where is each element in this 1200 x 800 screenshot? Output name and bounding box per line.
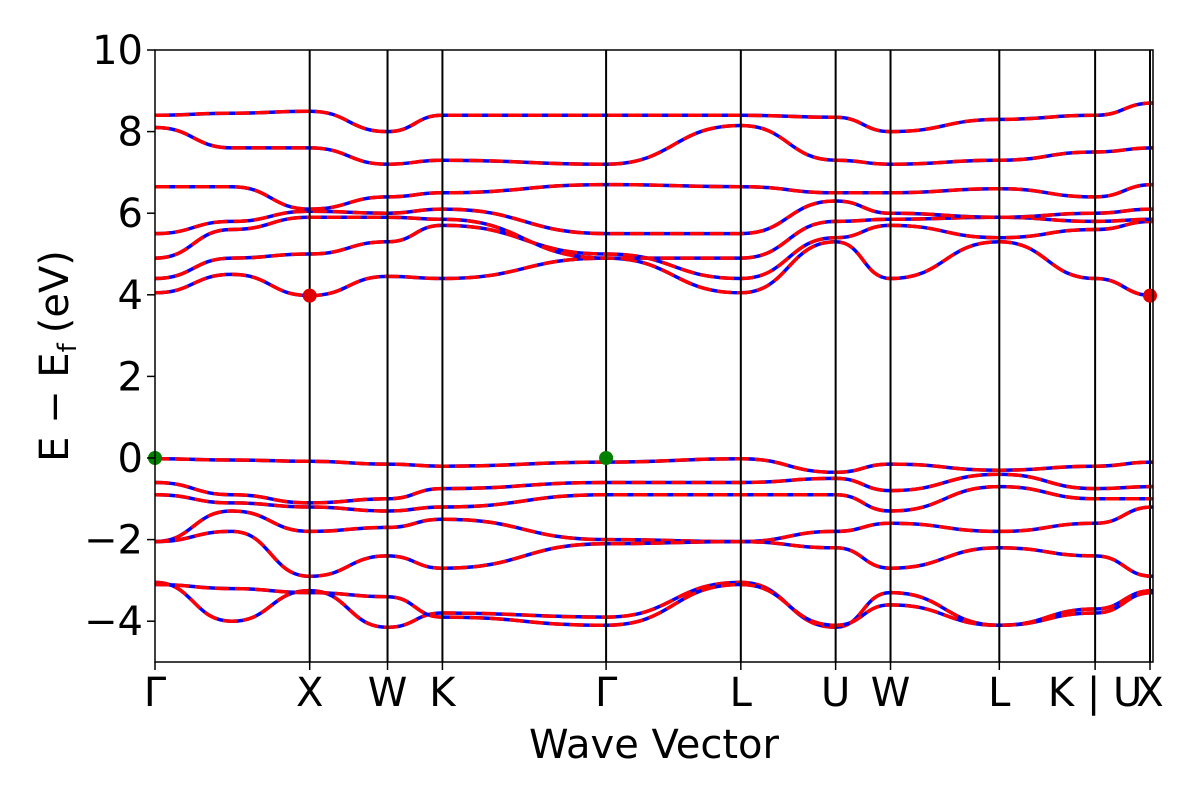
x-tick-label: W xyxy=(368,670,408,716)
extremum-marker xyxy=(302,288,317,303)
extremum-marker xyxy=(599,451,614,465)
band-line-blue xyxy=(154,219,1154,281)
band-line-red xyxy=(154,123,1154,166)
y-tick-label: 2 xyxy=(118,354,143,400)
bands-layer xyxy=(154,101,1154,630)
y-axis-label-main: E − E xyxy=(32,352,78,462)
y-tick-label: 10 xyxy=(92,28,143,74)
band-line-blue xyxy=(154,101,1154,134)
y-tick-label: 6 xyxy=(118,191,143,237)
band-line-red xyxy=(154,472,1154,505)
y-axis-label: E − Ef (eV) xyxy=(32,250,83,462)
band-line-red xyxy=(154,580,1154,630)
band-line-red xyxy=(154,101,1154,134)
extremum-marker xyxy=(1143,288,1158,303)
band-line-blue xyxy=(154,529,1154,579)
y-tick-label: 4 xyxy=(118,273,143,319)
band-line-blue xyxy=(154,472,1154,505)
band-line-red xyxy=(154,505,1154,544)
band-line-red xyxy=(154,219,1154,281)
x-tick-label: K xyxy=(429,670,457,716)
band-line-red xyxy=(154,240,1154,298)
band-line-red xyxy=(154,582,1154,628)
y-tick-label: −2 xyxy=(84,518,143,564)
x-axis-label: Wave Vector xyxy=(529,722,780,768)
plot-frame xyxy=(154,49,1154,663)
x-tick-label: L xyxy=(730,670,753,716)
x-tick-label: L xyxy=(988,670,1011,716)
x-tick-label: U xyxy=(821,670,850,716)
kpoint-lines-layer xyxy=(308,50,1152,662)
x-tick-label: W xyxy=(871,670,911,716)
band-line-blue xyxy=(154,123,1154,166)
y-tick-label: 0 xyxy=(118,436,143,482)
y-axis-ticks: −4 −2 0 2 4 6 8 10 xyxy=(84,28,155,645)
band-line-red xyxy=(154,529,1154,579)
x-tick-label: X xyxy=(1136,670,1163,716)
x-tick-label: Γ xyxy=(144,670,167,716)
markers-layer xyxy=(148,288,1158,465)
x-tick-label: X xyxy=(296,670,323,716)
band-line-blue xyxy=(154,505,1154,544)
x-tick-label: K | U xyxy=(1048,670,1142,716)
band-line-blue xyxy=(155,182,1154,211)
band-line-red xyxy=(154,199,1154,236)
y-axis-label-unit: (eV) xyxy=(32,250,78,333)
y-tick-label: 8 xyxy=(118,110,143,156)
y-axis-label-subscript: f xyxy=(53,342,83,352)
x-tick-label: Γ xyxy=(595,670,618,716)
band-line-red xyxy=(154,484,1153,513)
band-line-blue xyxy=(154,240,1154,298)
y-tick-label: −4 xyxy=(84,599,143,645)
